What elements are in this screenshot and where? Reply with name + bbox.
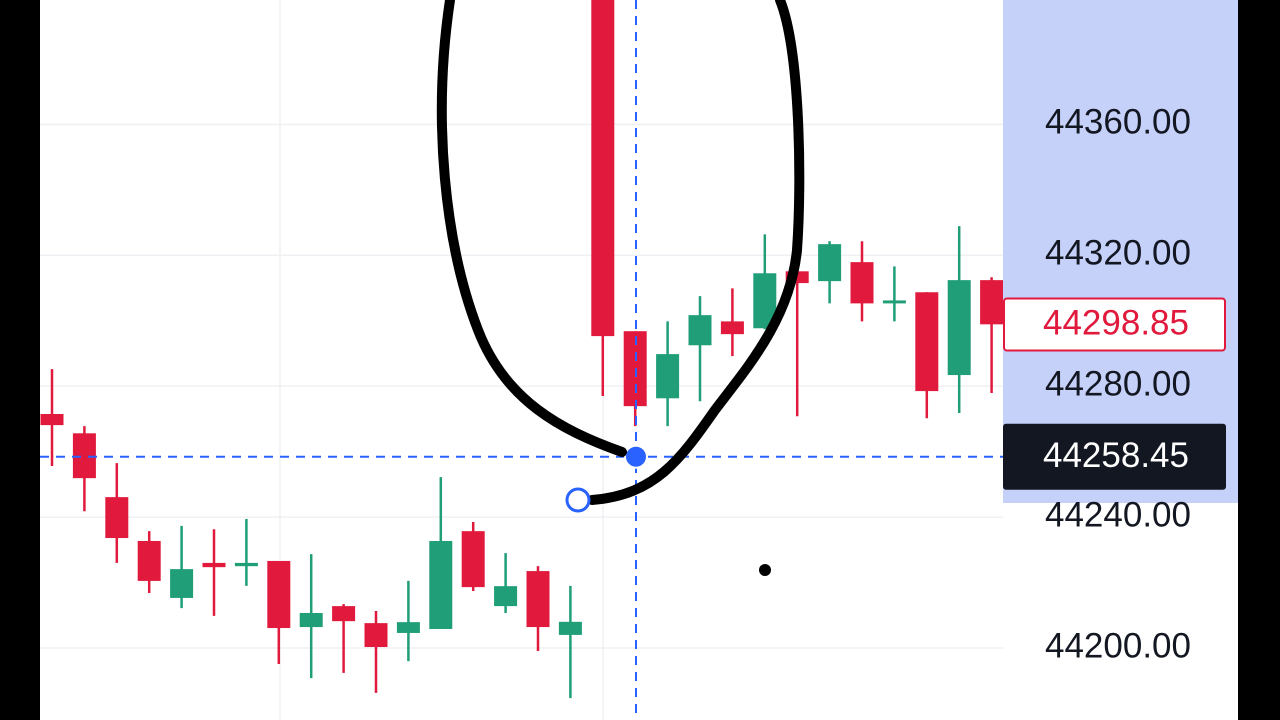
- candle-body: [494, 586, 518, 607]
- candle-body: [234, 562, 258, 567]
- candle-body: [947, 280, 971, 376]
- axis-highlight: [1003, 0, 1238, 503]
- candle-body: [688, 315, 712, 346]
- candle-body: [364, 623, 388, 648]
- candle-body: [40, 414, 64, 426]
- candle-body: [558, 621, 582, 635]
- anchor-handle: [565, 487, 591, 513]
- candle-body: [332, 606, 356, 622]
- overlay: 44298.85 44258.45: [40, 0, 1226, 720]
- candle-body: [137, 540, 161, 581]
- candles: [40, 0, 1003, 699]
- candle-body: [461, 531, 485, 588]
- drawn-loop-left: [436, 0, 627, 457]
- last-price-box: [1003, 297, 1226, 352]
- left-border: [0, 0, 40, 720]
- crosshair-price-label: 44258.45: [1043, 436, 1189, 475]
- candle-body: [850, 262, 874, 304]
- crosshair-price-box: [1003, 423, 1226, 490]
- candle-body: [267, 560, 291, 629]
- y-tick-label: 44280.00: [1045, 364, 1191, 403]
- candle-body: [429, 540, 453, 630]
- y-tick-label: 44240.00: [1045, 495, 1191, 534]
- candle-body: [720, 321, 744, 335]
- candle-body: [915, 292, 939, 392]
- drawn-loop-right: [587, 0, 805, 505]
- candle-body: [396, 622, 420, 633]
- candle-body: [299, 612, 323, 628]
- drawn-dot: [759, 564, 771, 576]
- candle-body: [105, 497, 129, 539]
- candle-body: [818, 244, 842, 282]
- candle-body: [170, 569, 194, 598]
- candle-body: [526, 571, 550, 628]
- candle-body: [753, 273, 777, 329]
- candle-body: [202, 562, 226, 568]
- candle-body: [882, 300, 906, 304]
- candle-body: [72, 433, 96, 479]
- last-price-label: 44298.85: [1043, 304, 1189, 343]
- candle-body: [591, 0, 615, 337]
- candle-body: [980, 280, 1003, 325]
- crosshair-point: [624, 444, 648, 469]
- right-border: [1238, 0, 1280, 720]
- y-tick-label: 44320.00: [1045, 234, 1191, 273]
- y-tick-label: 44200.00: [1045, 626, 1191, 665]
- y-tick-label: 44360.00: [1045, 103, 1191, 142]
- candle-body: [656, 354, 680, 399]
- grid: 44200.00 44240.00 44280.00 44320.00 44360.00: [40, 103, 1191, 665]
